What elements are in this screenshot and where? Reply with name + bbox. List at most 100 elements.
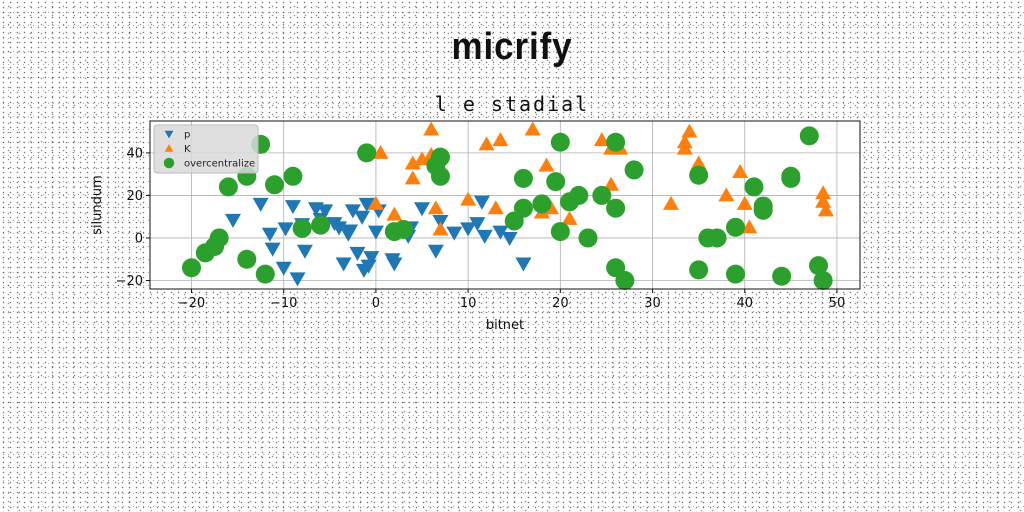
data-point	[492, 225, 509, 240]
data-point	[813, 270, 833, 290]
data-point	[487, 200, 504, 215]
data-point	[296, 244, 313, 259]
data-point	[662, 195, 679, 210]
data-point	[404, 155, 421, 170]
x-axis-label: bitnet	[486, 318, 524, 333]
data-point	[360, 259, 377, 274]
data-point	[726, 264, 746, 284]
data-point	[578, 228, 598, 248]
legend-box	[153, 124, 259, 174]
data-point	[561, 210, 578, 225]
data-point	[292, 218, 312, 238]
data-point	[181, 258, 201, 278]
data-point	[741, 219, 758, 234]
data-point	[603, 176, 620, 191]
data-point	[367, 195, 384, 210]
data-point	[815, 193, 832, 208]
data-point	[289, 272, 306, 287]
legend-marker	[164, 130, 174, 139]
legend-marker	[164, 144, 174, 152]
data-point	[386, 257, 403, 272]
y-tick-label: 20	[126, 189, 143, 204]
data-point	[261, 227, 278, 242]
data-point	[515, 257, 532, 272]
data-point	[593, 132, 610, 147]
data-point	[676, 134, 693, 149]
data-point	[386, 206, 403, 221]
data-point	[478, 136, 495, 151]
data-point	[460, 191, 477, 206]
y-axis-label: silundum	[90, 175, 105, 235]
data-point	[264, 175, 284, 195]
x-tick-label: 30	[644, 296, 661, 311]
data-point	[815, 185, 832, 200]
legend-marker	[163, 157, 175, 169]
data-point	[606, 132, 626, 152]
data-point	[744, 177, 764, 197]
plot-frame	[149, 120, 861, 290]
x-tick-label: −20	[178, 296, 205, 311]
data-point	[218, 177, 238, 197]
legend-label: K	[184, 144, 191, 155]
data-point	[317, 204, 334, 219]
data-point	[358, 197, 375, 212]
data-point	[772, 266, 792, 286]
data-point	[430, 147, 450, 167]
y-tick-label: 0	[135, 231, 143, 246]
data-point	[624, 160, 644, 180]
data-point	[427, 244, 444, 259]
data-point	[264, 242, 281, 257]
data-point	[569, 185, 589, 205]
data-point	[311, 215, 331, 235]
data-point	[524, 121, 541, 136]
data-point	[284, 200, 301, 215]
data-point	[209, 228, 229, 248]
data-point	[404, 170, 421, 185]
data-point	[349, 246, 366, 261]
data-point	[538, 157, 555, 172]
data-point	[718, 187, 735, 202]
data-point	[473, 195, 490, 210]
data-point	[354, 210, 371, 225]
x-tick-label: 10	[460, 296, 477, 311]
x-tick-label: 40	[736, 296, 753, 311]
x-tick-label: −10	[270, 296, 297, 311]
data-point	[372, 144, 389, 159]
data-point	[606, 198, 626, 218]
data-point	[237, 249, 257, 269]
data-point	[275, 261, 292, 276]
data-point	[427, 200, 444, 215]
data-point	[344, 204, 361, 219]
data-point	[335, 257, 352, 272]
x-tick-label: 20	[552, 296, 569, 311]
x-tick-label: 50	[829, 296, 846, 311]
page-title: micrify	[451, 26, 573, 68]
data-points	[181, 121, 834, 290]
legend-label: overcentralize	[184, 159, 255, 170]
data-point	[414, 151, 431, 166]
data-point	[689, 165, 709, 185]
data-point	[736, 195, 753, 210]
data-point	[615, 270, 635, 290]
data-point	[809, 256, 829, 276]
data-point	[357, 143, 377, 163]
data-point	[781, 168, 801, 188]
x-tick-label: 0	[372, 296, 380, 311]
data-point	[592, 185, 612, 205]
data-point	[342, 224, 359, 239]
data-point	[277, 222, 294, 237]
data-point	[707, 228, 727, 248]
data-point	[446, 226, 463, 241]
data-point	[689, 260, 709, 280]
data-point	[532, 194, 552, 214]
data-point	[224, 213, 241, 228]
data-point	[476, 229, 493, 244]
data-point	[501, 231, 518, 246]
data-point	[469, 217, 486, 232]
legend-label: p	[184, 130, 190, 141]
data-point	[430, 166, 450, 186]
data-point	[690, 155, 707, 170]
data-point	[732, 164, 749, 179]
data-point	[367, 225, 384, 240]
